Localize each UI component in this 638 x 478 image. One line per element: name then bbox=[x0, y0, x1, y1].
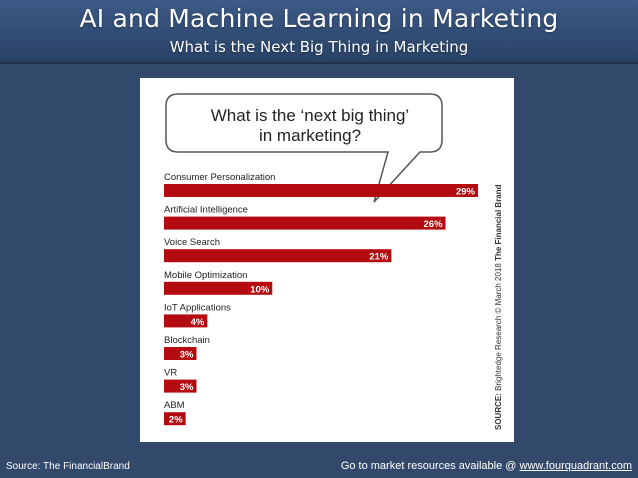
category-label: Voice Search bbox=[164, 237, 220, 248]
footer-source: Source: The FinancialBrand bbox=[6, 461, 130, 472]
chart-title-line-2: in marketing? bbox=[258, 126, 362, 145]
category-label: ABM bbox=[164, 400, 185, 411]
chart-source-note: SOURCE: Brightedge Research © March 2018… bbox=[492, 184, 506, 430]
chart-panel: What is the ‘next big thing’ in marketin… bbox=[140, 78, 514, 442]
chart-title: What is the ‘next big thing’ in marketin… bbox=[200, 106, 420, 146]
footer-cta-text: Go to market resources available @ bbox=[340, 460, 520, 472]
bar-value-label: 3% bbox=[180, 382, 194, 393]
bar bbox=[164, 379, 197, 393]
bar-chart: Consumer Personalization 29% Artificial In… bbox=[164, 172, 478, 426]
bar-value-label: 26% bbox=[424, 219, 444, 230]
bar bbox=[164, 314, 208, 328]
slide-header: AI and Machine Learning in Marketing Wha… bbox=[0, 0, 638, 64]
source-label: SOURCE: bbox=[494, 393, 503, 430]
footer-cta: Go to market resources available @ www.f… bbox=[341, 460, 632, 473]
category-label: Consumer Personalization bbox=[164, 172, 275, 183]
footer-website-link[interactable]: www.fourquadrant.com bbox=[519, 460, 633, 472]
bar bbox=[164, 281, 273, 295]
category-label: Artificial Intelligence bbox=[164, 205, 248, 216]
slide-subtitle: What is the Next Big Thing in Marketing bbox=[169, 38, 469, 56]
category-label: Blockchain bbox=[164, 335, 210, 346]
bar-value-label: 2% bbox=[169, 415, 183, 426]
category-label: VR bbox=[164, 368, 177, 379]
category-label: IoT Applications bbox=[164, 302, 231, 313]
bar bbox=[164, 249, 392, 263]
chart-title-line-1: What is the ‘next big thing’ bbox=[210, 106, 410, 125]
bar-value-label: 3% bbox=[180, 350, 194, 361]
bar-value-label: 29% bbox=[456, 187, 476, 198]
bar-value-label: 21% bbox=[369, 252, 389, 263]
source-text: Brightedge Research © March 2018 bbox=[494, 260, 503, 394]
bar bbox=[164, 347, 197, 360]
bar-value-label: 4% bbox=[191, 317, 205, 328]
source-brand: The Financial Brand bbox=[494, 184, 503, 261]
bar bbox=[164, 216, 446, 230]
bar-value-label: 10% bbox=[250, 284, 270, 295]
speech-bubble-icon bbox=[165, 93, 443, 203]
category-label: Mobile Optimization bbox=[164, 270, 247, 281]
bar bbox=[164, 412, 186, 426]
bar bbox=[164, 184, 478, 197]
slide-title: AI and Machine Learning in Marketing bbox=[79, 4, 559, 33]
